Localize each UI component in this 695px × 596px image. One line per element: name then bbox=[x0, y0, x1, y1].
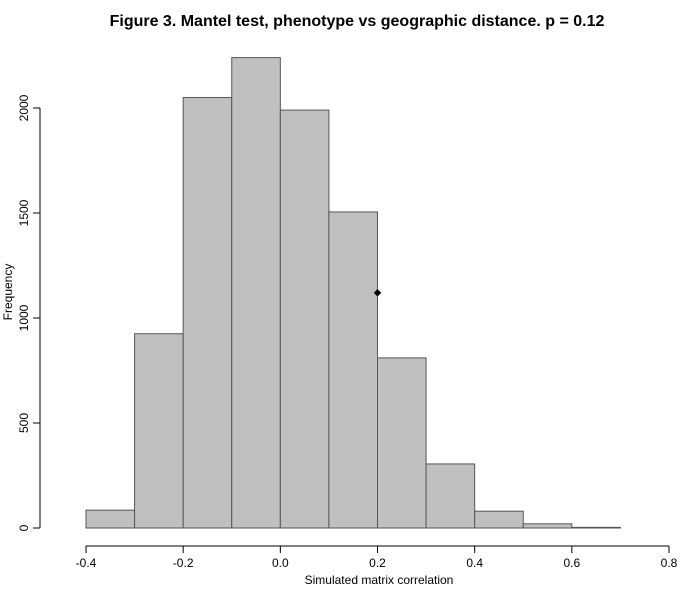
x-axis: -0.4 -0.2 0.0 0.2 0.4 0.6 0.8 bbox=[76, 545, 678, 570]
y-tick-label: 1500 bbox=[17, 199, 31, 226]
x-tick-label: 0.8 bbox=[661, 556, 678, 570]
chart-title: Figure 3. Mantel test, phenotype vs geog… bbox=[110, 13, 605, 30]
histogram-bar bbox=[522, 523, 573, 529]
histogram-bar bbox=[182, 97, 233, 529]
histogram-bar bbox=[134, 333, 184, 529]
x-tick-label: -0.4 bbox=[76, 556, 97, 570]
histogram-bar bbox=[328, 211, 378, 529]
histogram-bar bbox=[85, 509, 136, 529]
x-axis-label: Simulated matrix correlation bbox=[305, 573, 454, 587]
histogram-bar bbox=[474, 510, 524, 529]
histogram-bar bbox=[279, 109, 330, 529]
y-tick-label: 500 bbox=[17, 413, 31, 433]
histogram-bar bbox=[425, 463, 476, 529]
x-tick-label: 0.0 bbox=[272, 556, 289, 570]
marker-layer bbox=[373, 288, 382, 297]
x-tick-label: -0.2 bbox=[173, 556, 194, 570]
y-tick-label: 1000 bbox=[17, 304, 31, 331]
x-tick-label: 0.4 bbox=[466, 556, 483, 570]
histogram-bar bbox=[231, 57, 281, 529]
x-tick-label: 0.2 bbox=[369, 556, 386, 570]
y-tick-label: 0 bbox=[17, 524, 31, 531]
y-tick-label: 2000 bbox=[17, 94, 31, 121]
observed-value-marker bbox=[373, 288, 382, 297]
y-axis: 0 500 1000 1500 2000 bbox=[17, 94, 41, 531]
histogram-bar bbox=[377, 357, 427, 529]
x-tick-label: 0.6 bbox=[563, 556, 580, 570]
histogram-bar bbox=[571, 526, 621, 529]
y-axis-label: Frequency bbox=[1, 264, 15, 321]
bars-layer bbox=[85, 57, 621, 529]
